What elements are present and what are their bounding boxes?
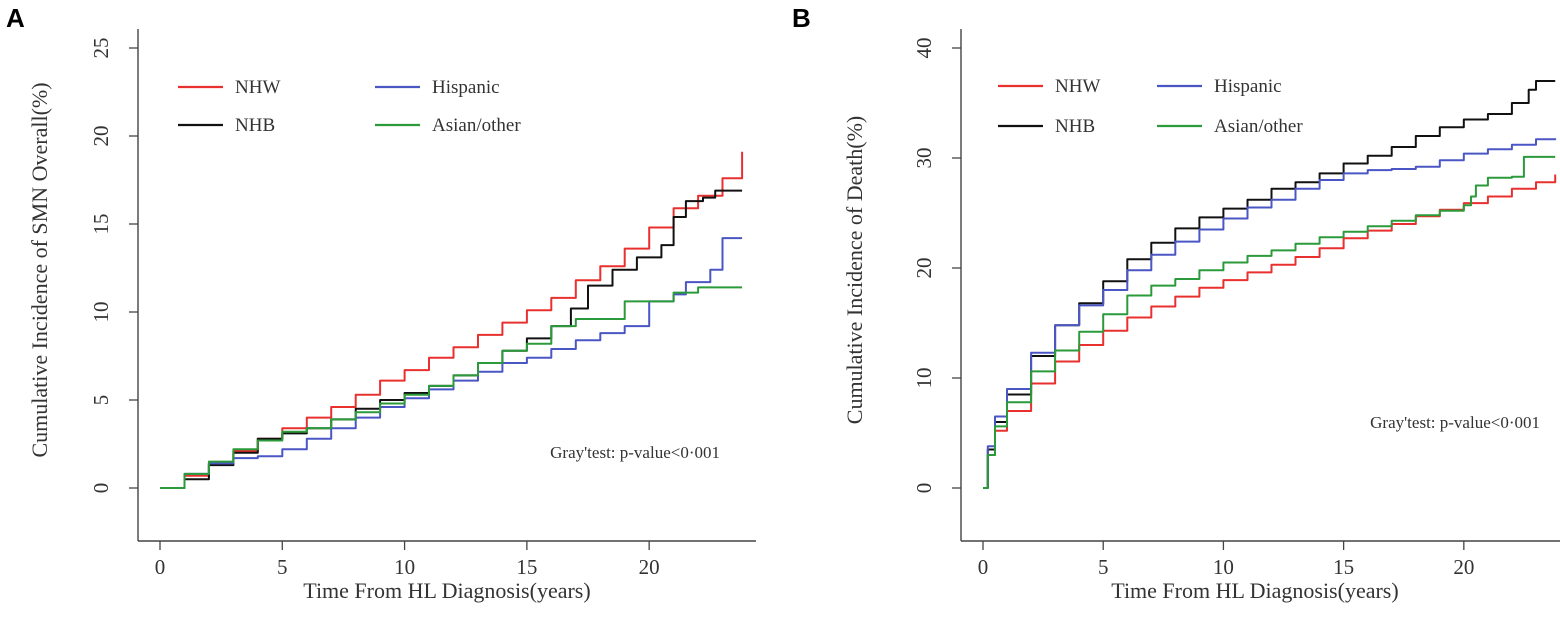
panel-a-y-tick-label: 15	[89, 214, 113, 235]
panel-a: A 0 5 10 15 20 25 0 5 10 15 20 NHW NHB Hispanic Asia…	[6, 3, 756, 603]
panel-a-x-tick-label: 15	[516, 555, 537, 579]
panel-b-x-tick-label: 15	[1333, 555, 1354, 579]
panel-a-x-tick-label: 10	[394, 555, 415, 579]
panel-b-x-tick-label: 0	[978, 555, 989, 579]
panel-b-y-axis: 0 10 20 30 40	[912, 38, 961, 494]
panel-b-x-tick-label: 10	[1213, 555, 1234, 579]
panel-a-x-tick-label: 5	[277, 555, 288, 579]
panel-b-legend-label-nhb: NHB	[1055, 116, 1095, 137]
panel-b-y-tick-label: 40	[912, 38, 936, 59]
panel-a-x-tick-label: 0	[155, 555, 166, 579]
panel-a-y-tick-label: 20	[89, 126, 113, 147]
panel-b-legend: NHW NHB Hispanic Asian/other	[998, 76, 1303, 137]
panel-b-x-tick-label: 5	[1098, 555, 1109, 579]
panel-a-series-nhw	[160, 151, 744, 489]
panel-b-legend-label-asian-other: Asian/other	[1214, 116, 1303, 137]
panel-a-legend-label-hispanic: Hispanic	[432, 77, 500, 98]
panel-a-y-tick-label: 0	[89, 483, 113, 494]
panel-b-series-hispanic	[983, 138, 1557, 489]
panel-b: B 0 10 20 30 40 0 5 10 15 20 NHW NHB Hispanic Asian…	[792, 3, 1560, 603]
panel-b-series	[983, 80, 1557, 489]
panel-a-letter: A	[6, 3, 25, 33]
panel-b-legend-label-nhw: NHW	[1055, 76, 1100, 97]
panel-b-x-axis: 0 5 10 15 20	[978, 541, 1474, 579]
panel-b-y-tick-label: 30	[912, 148, 936, 169]
panel-b-legend-label-hispanic: Hispanic	[1214, 76, 1282, 97]
panel-b-gray-test-annotation: Gray'test: p-value<0·001	[1370, 413, 1540, 432]
panel-b-series-nhw	[983, 174, 1557, 489]
panel-a-x-tick-label: 20	[639, 555, 660, 579]
panel-a-series-asian-other	[160, 286, 743, 489]
panel-b-series-nhb	[983, 80, 1556, 489]
panel-a-legend-label-nhw: NHW	[235, 77, 280, 98]
panel-b-letter: B	[792, 3, 811, 33]
panel-b-y-tick-label: 0	[912, 483, 936, 494]
panel-a-y-tick-label: 25	[89, 38, 113, 59]
panel-a-y-axis-title: Cumulative Incidence of SMN Overall(%)	[27, 82, 52, 457]
panel-a-x-axis: 0 5 10 15 20	[155, 541, 660, 579]
panel-a-legend-label-asian-other: Asian/other	[432, 115, 521, 136]
panel-b-x-axis-title: Time From HL Diagnosis(years)	[1111, 578, 1398, 603]
panel-b-y-tick-label: 20	[912, 258, 936, 279]
panel-b-series-asian-other	[983, 155, 1556, 489]
panel-a-y-tick-label: 10	[89, 302, 113, 323]
panel-b-y-axis-title: Cumulative Incidence of Death(%)	[842, 116, 867, 424]
panel-b-y-tick-label: 10	[912, 368, 936, 389]
panel-a-legend: NHW NHB Hispanic Asian/other	[178, 77, 521, 136]
panel-a-y-tick-label: 5	[89, 395, 113, 406]
panel-a-gray-test-annotation: Gray'test: p-value<0·001	[550, 443, 720, 462]
panel-a-series	[160, 151, 744, 489]
panel-a-legend-label-nhb: NHB	[235, 115, 275, 136]
panel-a-x-axis-title: Time From HL Diagnosis(years)	[303, 578, 590, 603]
panel-a-y-axis: 0 5 10 15 20 25	[89, 38, 138, 494]
panel-b-x-tick-label: 20	[1453, 555, 1474, 579]
